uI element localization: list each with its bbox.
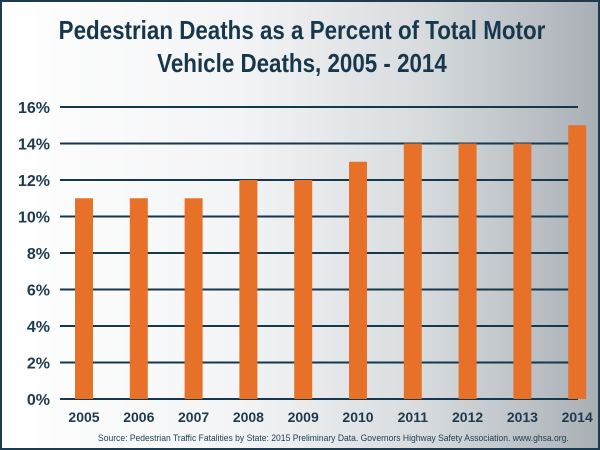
x-tick-label: 2014 [562, 409, 593, 425]
y-tick-label: 14% [18, 137, 50, 154]
chart-title-line-2: Vehicle Deaths, 2005 - 2014 [157, 48, 447, 78]
x-tick-label: 2010 [342, 409, 373, 425]
y-tick-label: 2% [27, 356, 50, 373]
y-tick-label: 16% [18, 100, 50, 117]
bar-2009 [294, 180, 313, 399]
bar-2012 [458, 143, 477, 399]
x-tick-label: 2012 [452, 409, 483, 425]
x-axis-tick-labels: 2005 2006 2007 2008 2009 2010 2011 2012 2013 2014 [68, 409, 593, 425]
y-tick-label: 4% [27, 319, 50, 336]
x-tick-label: 2007 [178, 409, 209, 425]
y-tick-label: 12% [18, 173, 50, 190]
x-tick-label: 2006 [123, 409, 154, 425]
chart-title-line-1: Pedestrian Deaths as a Percent of Total … [58, 15, 546, 45]
bar-2013 [513, 143, 532, 399]
x-tick-label: 2005 [68, 409, 99, 425]
x-tick-label: 2013 [507, 409, 538, 425]
bar-2005 [75, 198, 93, 399]
source-note: Source: Pedestrian Traffic Fatalities by… [98, 433, 569, 444]
bars [75, 125, 587, 399]
bar-2014 [568, 125, 587, 399]
y-tick-label: 10% [18, 210, 50, 227]
bar-2010 [349, 161, 367, 399]
x-tick-label: 2009 [288, 409, 319, 425]
x-tick-label: 2008 [233, 409, 264, 425]
bar-2007 [184, 198, 203, 399]
x-tick-label: 2011 [398, 409, 429, 425]
y-tick-label: 8% [27, 246, 50, 263]
y-axis-tick-labels: 0% 2% 4% 6% 8% 10% 12% 14% 16% [18, 100, 50, 409]
bar-2008 [239, 180, 258, 399]
bar-2006 [129, 198, 148, 399]
y-tick-label: 6% [27, 283, 50, 300]
bar-2011 [403, 143, 422, 399]
y-tick-label: 0% [27, 392, 50, 409]
chart-title: Pedestrian Deaths as a Percent of Total … [44, 14, 560, 80]
